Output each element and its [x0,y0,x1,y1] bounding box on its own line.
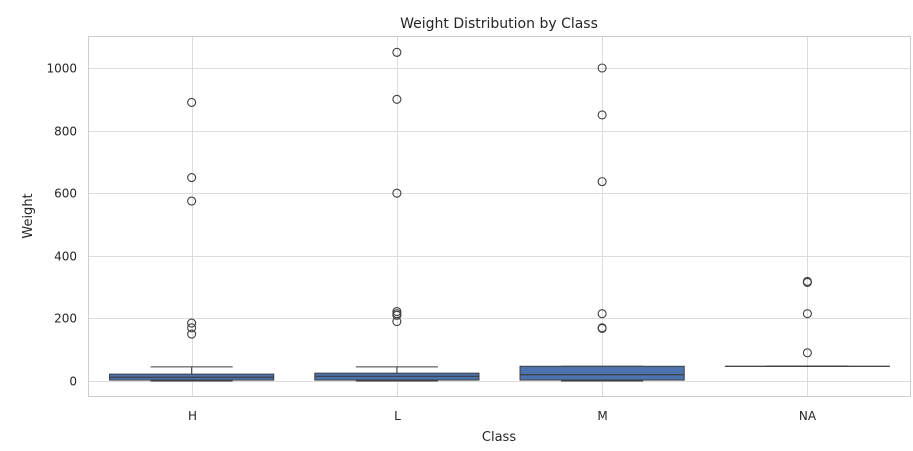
chart-title: Weight Distribution by Class [400,16,598,32]
x-axis-label: Class [482,430,516,445]
y-axis-label: Weight [21,193,36,238]
outlier-point [392,188,402,198]
y-tick-label: 0 [69,375,77,389]
outlier-point [392,316,402,327]
y-tick-label: 400 [54,250,77,264]
iqr-box [519,365,685,381]
box-h [109,97,275,382]
y-tick-label: 800 [54,125,77,139]
y-tick-label: 1000 [46,62,77,76]
boxes [109,47,890,382]
outlier-point [187,196,197,206]
y-tick-label: 600 [54,187,77,201]
outlier-point [392,306,402,317]
outlier-point [187,329,197,339]
x-tick-label: H [188,409,197,423]
outlier-point [597,110,607,120]
box-na [724,276,890,367]
outlier-point [802,277,812,287]
y-tick-label: 200 [54,312,77,326]
gridlines [89,37,910,396]
outlier-point [597,309,607,319]
outlier-point [392,47,402,57]
outlier-point [802,309,812,319]
x-tick-label: M [597,409,607,423]
plot-area-frame [88,36,911,397]
outlier-point [802,348,812,358]
box-l [314,47,480,382]
outlier-point [597,323,607,333]
x-tick-labels: H L M NA [188,409,817,423]
outlier-point [392,94,402,104]
x-tick-label: L [394,409,401,423]
outlier-point [187,323,197,333]
x-tick-label: NA [799,409,817,423]
box-m [519,63,685,382]
outlier-point [187,97,197,107]
outlier-point [187,318,197,328]
outlier-point [392,310,402,320]
outlier-point [597,63,607,73]
outlier-point [187,173,197,183]
outlier-point [597,177,607,187]
y-tick-labels: 0 200 400 600 800 1000 [46,62,77,389]
